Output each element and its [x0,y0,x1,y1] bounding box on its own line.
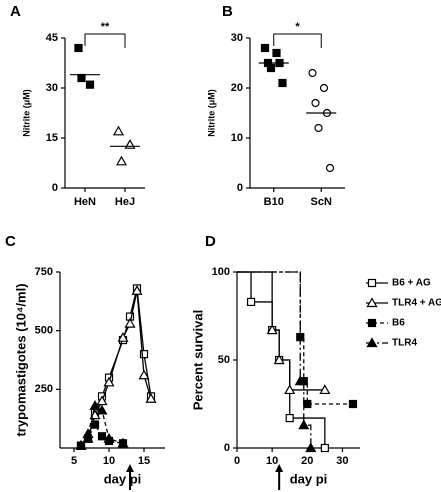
x-axis-label: day pi [104,471,142,486]
marker [303,399,312,409]
y-axis-label: Nitrite (μM) [21,89,31,137]
y-tick-label: 250 [35,383,53,395]
marker [138,369,150,380]
y-tick-label: 0 [52,182,58,194]
marker [96,404,108,415]
arrow-head [275,464,284,472]
marker [117,437,129,448]
marker [97,432,107,441]
y-tick-label: 50 [218,354,230,366]
x-tick-label: HeJ [115,196,135,208]
marker [89,400,101,410]
y-tick-label: 10 [231,132,243,144]
marker [90,420,100,429]
marker [348,399,358,409]
survival-curve [237,271,325,391]
y-tick-label: 100 [212,266,230,278]
x-tick-label: 30 [336,455,348,467]
marker [319,384,331,395]
panel-label: D [205,233,216,250]
x-axis-label: day pi [290,471,328,486]
x-tick-label: 5 [71,455,77,467]
marker [278,78,287,88]
legend-marker [367,318,377,328]
y-tick-label: 750 [35,266,53,278]
marker [115,155,128,166]
significance-bracket [84,33,126,48]
panel-label: B [222,3,233,20]
marker [325,163,335,173]
marker [294,375,306,386]
significance: ** [101,21,110,33]
y-tick-label: 15 [46,132,58,144]
legend-marker [367,278,377,288]
marker [266,324,278,335]
marker [96,395,108,406]
marker [305,442,317,453]
marker [124,317,136,328]
legend-label: B6 + AG [392,278,431,289]
x-tick-label: 10 [266,455,278,467]
x-tick-label: 0 [234,455,240,467]
x-tick-label: 20 [301,455,313,467]
significance: * [295,21,300,33]
panel-label: C [5,233,16,250]
y-axis-label: Percent survival [190,310,205,410]
marker [285,413,294,423]
marker [131,285,143,295]
legend-marker [366,297,378,308]
marker [139,350,149,359]
y-axis-label: trypomastigotes (10⁴/ml) [13,283,28,436]
marker [298,419,310,430]
survival-curve [237,271,312,448]
marker [311,98,320,108]
marker [246,297,256,307]
y-tick-label: 45 [46,32,58,44]
arrow-head [126,464,134,472]
legend-label: TLR4 + AG [392,298,441,309]
y-tick-label: 20 [231,82,243,94]
marker [124,138,136,149]
marker [308,68,317,78]
marker [75,439,87,450]
marker [103,432,115,443]
marker [145,392,157,403]
marker [260,43,270,53]
x-tick-label: HeN [74,196,96,208]
marker [314,123,323,133]
marker [103,376,115,387]
x-tick-label: 10 [103,455,115,467]
legend-marker [366,337,378,348]
x-tick-label: B10 [264,196,284,208]
marker [320,443,329,453]
y-tick-label: 500 [35,325,53,337]
marker [112,125,125,136]
x-tick-label: 15 [138,455,150,467]
marker [74,43,83,53]
marker [273,354,285,365]
x-tick-label: ScN [311,196,332,208]
y-tick-label: 0 [224,442,230,454]
y-axis-label: Nitrite (μM) [206,89,216,137]
y-tick-label: 30 [46,82,58,94]
marker [77,73,86,83]
marker [319,83,329,93]
marker [272,48,281,58]
panel-label: A [10,3,21,20]
legend-label: B6 [392,318,405,329]
marker [284,384,296,395]
marker [117,331,129,342]
marker [85,80,95,89]
survival-curve [237,271,353,405]
marker [82,428,94,439]
legend-label: TLR4 [392,338,417,349]
y-tick-label: 0 [237,182,243,194]
marker [266,63,276,73]
y-tick-label: 30 [231,32,243,44]
significance-bracket [273,33,322,48]
